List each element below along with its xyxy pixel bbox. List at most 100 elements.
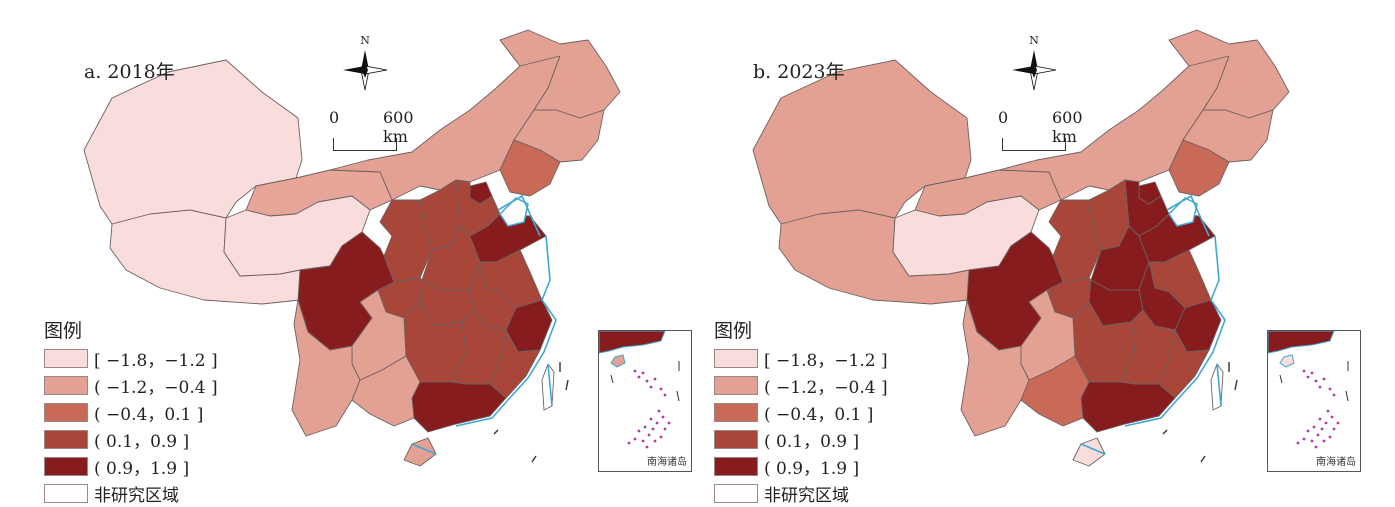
island-mark: [1162, 429, 1168, 435]
inset-island-dot: [1332, 427, 1336, 431]
legend-item: ( 0.9，1.9 ]: [44, 453, 218, 480]
south-china-sea-inset: 南海诸岛: [1267, 330, 1361, 472]
legend-item: ( −0.4，0.1 ]: [714, 399, 888, 426]
choropleth-map: [752, 29, 1290, 467]
legend-label: [ −1.8，−1.2 ]: [94, 351, 218, 371]
legend-item: [ −1.8，−1.2 ]: [714, 345, 888, 372]
legend-item: 非研究区域: [44, 480, 218, 507]
north-arrow-icon: N: [1006, 34, 1062, 104]
inset-island-dot: [627, 441, 631, 445]
legend-item: ( 0.1，0.9 ]: [44, 426, 218, 453]
legend: 图例 [ −1.8，−1.2 ] ( −1.2，−0.4 ] ( −0.4，0.1 …: [44, 316, 218, 507]
legend-swatch: [44, 349, 88, 368]
province-hainan: [1072, 437, 1106, 467]
legend-swatch: [714, 349, 758, 368]
legend-label: ( 0.9，1.9 ]: [94, 459, 190, 479]
scale-bar: 0 600 km: [998, 108, 1112, 154]
province-hainan: [403, 437, 437, 467]
province-liaoning: [1168, 139, 1230, 197]
legend-item: ( 0.1，0.9 ]: [714, 426, 888, 453]
province-guangdong: [1080, 381, 1176, 433]
inset-island-dot: [1310, 371, 1314, 375]
north-label: N: [360, 34, 370, 47]
map-panel-2018: a. 2018年 N 0 600 km 图例 [ −1.8，−1.2 ] ( −1…: [0, 0, 697, 506]
legend-swatch: [44, 376, 88, 395]
inset-island-dot: [1324, 421, 1328, 425]
legend-item: ( −1.2，−0.4 ]: [44, 372, 218, 399]
province-guizhou: [1020, 289, 1076, 381]
inset-boundary-mark: [1345, 390, 1349, 402]
province-fujian: [489, 329, 541, 399]
legend-label: 非研究区域: [764, 486, 849, 506]
province-heilongjiang: [499, 29, 621, 119]
legend-swatch: [44, 403, 88, 422]
scale-end: 600 km: [383, 108, 414, 146]
inset-label: 南海诸岛: [647, 457, 687, 468]
north-label: N: [1029, 34, 1039, 47]
inset-island-dot: [643, 425, 647, 429]
island-mark: [1234, 379, 1238, 391]
legend-label: ( 0.1，0.9 ]: [764, 432, 860, 452]
legend-label: ( −1.2，−0.4 ]: [94, 378, 218, 398]
inset-island-dot: [1316, 433, 1320, 437]
inset-island-dot: [1310, 439, 1314, 443]
legend-label: ( 0.9，1.9 ]: [764, 459, 860, 479]
legend-swatch: [714, 484, 758, 503]
inset-island-dot: [661, 415, 665, 419]
inset-island-dot: [1312, 425, 1316, 429]
south-china-sea-inset: 南海诸岛: [598, 330, 692, 472]
inset-hainan: [1279, 354, 1295, 368]
legend-swatch: [714, 376, 758, 395]
legend-item: ( −1.2，−0.4 ]: [714, 372, 888, 399]
legend-label: 非研究区域: [94, 486, 179, 506]
inset-island-dot: [663, 427, 667, 431]
island-mark: [1200, 455, 1206, 463]
legend-item: ( 0.9，1.9 ]: [714, 453, 888, 480]
inset-island-dot: [649, 417, 653, 421]
inset-island-dot: [633, 369, 637, 373]
inset-island-dot: [641, 439, 645, 443]
scale-start: 0: [998, 108, 1009, 127]
inset-island-dot: [1306, 375, 1310, 379]
inset-island-dot: [1332, 393, 1336, 397]
inset-island-dot: [647, 433, 651, 437]
scale-start: 0: [329, 108, 340, 127]
inset-mainland: [599, 331, 666, 354]
north-arrow-icon: N: [337, 34, 393, 104]
legend-item: [ −1.8，−1.2 ]: [44, 345, 218, 372]
inset-island-dot: [1322, 439, 1326, 443]
inset-island-dot: [1318, 385, 1322, 389]
inset-island-dot: [645, 445, 649, 449]
coastline: [1080, 194, 1226, 455]
inset-mainland: [1268, 331, 1335, 354]
province-guangdong: [411, 381, 507, 433]
legend-swatch: [44, 430, 88, 449]
inset-island-dot: [663, 393, 667, 397]
inset-island-dot: [1326, 409, 1330, 413]
inset-island-dot: [645, 379, 649, 383]
inset-boundary-mark: [610, 374, 614, 384]
island-mark: [493, 429, 499, 435]
inset-island-dot: [1302, 369, 1306, 373]
legend-swatch: [714, 403, 758, 422]
inset-island-dot: [655, 421, 659, 425]
island-mark: [565, 379, 569, 391]
legend-label: [ −1.8，−1.2 ]: [764, 351, 888, 371]
inset-island-dot: [649, 385, 653, 389]
inset-island-dot: [641, 371, 645, 375]
legend-label: ( 0.1，0.9 ]: [94, 432, 190, 452]
inset-island-dot: [1318, 417, 1322, 421]
legend-swatch: [714, 430, 758, 449]
panel-title: b. 2023年: [753, 61, 845, 83]
province-yunnan: [960, 299, 1030, 437]
inset-island-dot: [1296, 441, 1300, 445]
inset-island-dot: [653, 377, 657, 381]
inset-island-dot: [1336, 421, 1340, 425]
legend-label: ( −0.4，0.1 ]: [94, 405, 204, 425]
inset-boundary-mark: [1279, 374, 1283, 384]
inset-label: 南海诸岛: [1316, 457, 1356, 468]
choropleth-map: [83, 29, 621, 467]
legend-swatch: [44, 457, 88, 476]
inset-island-dot: [633, 437, 637, 441]
inset-island-dot: [1320, 427, 1324, 431]
